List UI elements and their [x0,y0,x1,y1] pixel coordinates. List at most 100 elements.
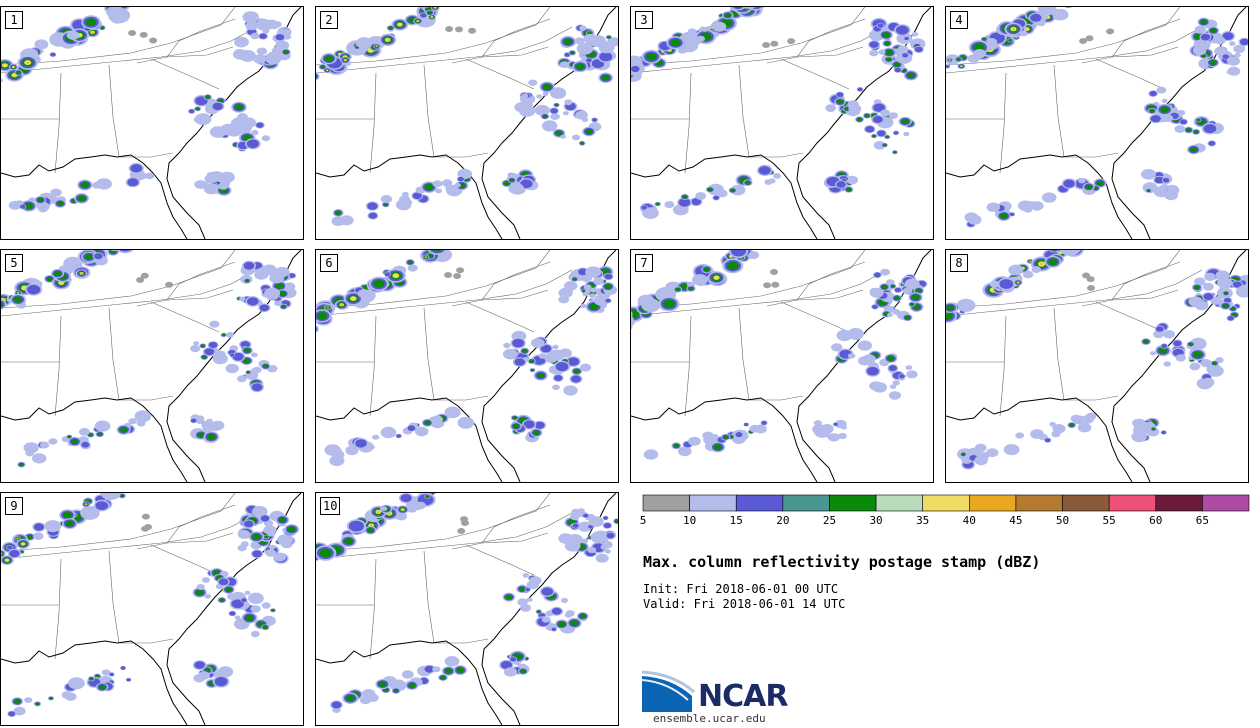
echo-cell [239,296,246,302]
state-boundary [1,493,236,552]
echo-cell [201,577,211,583]
echo-cell [424,665,435,673]
echo-cell [525,587,531,592]
echo-cell [544,353,558,363]
echo-cell [903,131,910,137]
state-boundary [119,152,174,158]
state-boundary [369,72,377,174]
state-boundary [796,18,866,58]
echo-cell [204,594,212,599]
echo-cell [1204,272,1216,281]
echo-cell [245,279,250,283]
echo-cell [141,513,150,520]
colorbar-tick: 25 [822,514,837,527]
echo-cell [261,135,271,142]
echo-cell [521,93,529,99]
echo-cell [1078,178,1086,184]
echo-cell [380,195,393,204]
echo-cell [26,534,33,540]
echo-cell [203,183,220,195]
echo-cell [1196,118,1200,122]
echo-cell [655,202,660,206]
echo-cell [551,627,557,631]
echo-cell [817,426,826,433]
echo-cell [277,534,294,546]
echo-cell [946,64,950,68]
echo-cell [134,410,152,423]
echo-cell [592,118,598,122]
echo-cell [256,122,264,128]
echo-cell [887,312,893,317]
echo-cell [227,593,237,600]
echo-cell [259,304,270,312]
echo-cell [748,251,760,260]
echo-cell [1174,125,1186,133]
echo-cell [869,49,879,57]
website-url[interactable]: ensemble.ucar.edu [653,712,766,725]
echo-cell [350,296,357,301]
echo-cell [24,697,33,703]
state-boundary [119,395,174,401]
echo-cell [726,261,739,270]
echo-cell [244,348,251,353]
echo-cell [26,61,29,64]
echo-cell [356,37,373,49]
state-boundary [999,315,1007,417]
echo-cell [764,179,773,185]
echo-cell [575,63,585,70]
echo-cell [1,551,4,556]
echo-cell [587,546,597,554]
echo-cell [1052,250,1057,251]
colorbar-segment [1062,494,1110,512]
state-boundary [136,46,234,64]
echo-cell [408,682,416,688]
echo-cell [730,250,747,257]
member-panel-3: 3 [630,6,934,240]
echo-cell [904,36,909,41]
echo-cell [1227,66,1241,76]
echo-cell [407,425,416,431]
echo-cell [20,550,24,553]
echo-cell [383,203,388,207]
echo-cell [244,590,251,595]
member-number: 7 [635,254,653,272]
echo-cell [377,511,380,513]
echo-cell [521,108,530,115]
echo-cell [1,78,3,83]
echo-cell [392,273,400,279]
reflectivity-map [316,250,618,482]
echo-cell [250,630,260,638]
colorbar-tick-labels: 5 10 15 20 25 30 35 40 45 50 55 60 65 [640,514,1250,530]
echo-cell [583,513,589,518]
echo-cell [724,13,731,18]
echo-cell [103,493,115,500]
echo-cell [444,272,453,278]
echo-cell [542,91,549,97]
echo-cell [682,449,690,455]
echo-cell [1064,7,1072,9]
state-boundary [108,550,120,644]
echo-cell [787,38,796,45]
echo-cell [673,443,679,448]
echo-cell [604,40,617,49]
state-boundary [631,250,866,309]
echo-cell [139,31,148,38]
state-boundary [54,315,62,417]
echo-cell [81,441,90,448]
reflectivity-map [1,493,302,725]
echo-cell [503,181,510,186]
echo-cell [37,197,44,203]
echo-cell [445,186,452,191]
echo-cell [423,7,430,8]
echo-cell [558,287,573,298]
echo-cell [593,277,604,285]
state-boundary [166,504,236,544]
echo-cell [754,424,767,434]
echo-cell [441,179,453,187]
echo-cell [589,293,596,298]
echo-cell [279,54,288,61]
echo-cell [84,503,88,506]
echo-cell [23,442,39,454]
state-boundary [749,395,804,401]
echo-cell [200,344,205,348]
